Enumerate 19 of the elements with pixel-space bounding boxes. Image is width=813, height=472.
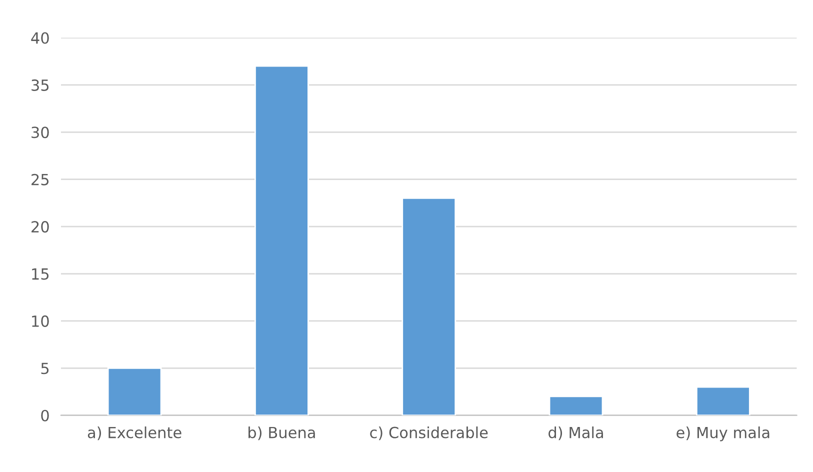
- y-tick-label: 35: [32, 79, 49, 91]
- bar: [107, 367, 162, 416]
- bar: [402, 198, 456, 416]
- bar: [254, 65, 309, 416]
- y-tick-label: 40: [31, 32, 49, 44]
- bar: [696, 386, 750, 416]
- x-tick-label: c) Considerable: [370, 426, 488, 440]
- y-tick-label: 20: [32, 221, 49, 233]
- y-tick-label: 30: [32, 126, 49, 138]
- x-tick-label: a) Excelente: [88, 426, 182, 440]
- x-tick-label: d) Mala: [548, 426, 603, 440]
- y-tick-label: 10: [32, 315, 49, 327]
- y-tick-label: 0: [41, 410, 49, 422]
- y-tick-label: 5: [41, 362, 49, 374]
- x-tick-label: b) Buena: [248, 426, 315, 440]
- bar: [548, 396, 604, 416]
- y-tick-label: 15: [32, 268, 49, 280]
- y-tick-label: 25: [32, 174, 49, 186]
- x-tick-label: e) Muy mala: [676, 426, 770, 442]
